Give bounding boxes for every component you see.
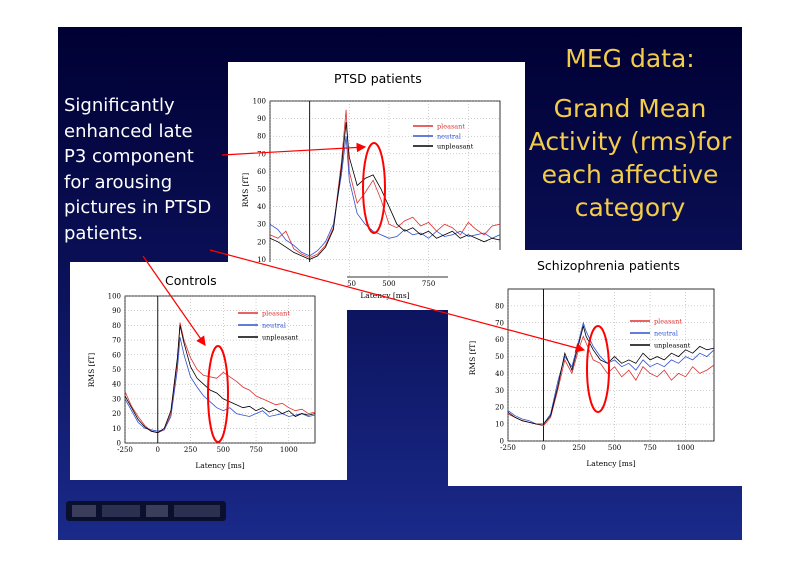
x-axis-label: Latency [ms] bbox=[195, 461, 244, 470]
p3-highlight-ellipse bbox=[207, 345, 229, 443]
series-line-unpleasant bbox=[124, 325, 316, 434]
legend-label: unpleasant bbox=[654, 342, 691, 350]
annotation-line: enhanced late bbox=[64, 120, 193, 142]
legend-label: neutral bbox=[654, 330, 678, 338]
y-tick-label: 80 bbox=[257, 133, 266, 141]
y-tick-label: 100 bbox=[253, 98, 266, 106]
x-tick-label: 750 bbox=[643, 444, 656, 452]
legend-label: pleasant bbox=[654, 318, 682, 326]
y-tick-label: 40 bbox=[112, 381, 121, 389]
y-axis-label: RMS [fT] bbox=[468, 341, 477, 376]
x-tick-label: -250 bbox=[117, 446, 133, 454]
y-tick-label: 50 bbox=[257, 186, 266, 194]
legend-label: pleasant bbox=[437, 123, 465, 131]
annotation-line: Significantly bbox=[64, 95, 175, 116]
annotation-line: patients. bbox=[64, 222, 144, 244]
annotation-line: P3 component bbox=[64, 146, 194, 167]
y-tick-label: 90 bbox=[112, 307, 121, 315]
y-tick-label: 100 bbox=[108, 293, 121, 301]
x-tick-label: 250 bbox=[343, 280, 356, 288]
controls-chart-panel: Controls 0 10 20 30 40 50 60 70 80 90 100 -250 0 250 5… bbox=[70, 262, 347, 480]
schizophrenia-chart-panel: Schizophrenia patients 0 10 20 30 40 50 60 70 80… bbox=[448, 250, 742, 486]
x-tick-label: 1000 bbox=[280, 446, 298, 454]
y-tick-label: 60 bbox=[257, 168, 266, 176]
series-line-unpleasant bbox=[269, 122, 501, 260]
x-tick-label: 0 bbox=[541, 444, 545, 452]
logo-image bbox=[66, 501, 226, 521]
y-tick-label: 10 bbox=[495, 421, 504, 429]
y-tick-label: 10 bbox=[257, 256, 266, 264]
y-axis-label: RMS [fT] bbox=[241, 173, 250, 208]
slide-title: MEG data: bbox=[565, 44, 695, 73]
subtitle-line: category bbox=[574, 193, 686, 222]
x-tick-label: 250 bbox=[184, 446, 197, 454]
y-tick-label: 90 bbox=[257, 115, 266, 123]
x-tick-label: 250 bbox=[572, 444, 585, 452]
y-tick-label: 70 bbox=[112, 337, 121, 345]
y-tick-label: 40 bbox=[257, 203, 266, 211]
slide-subtitle: Grand Mean Activity (rms)for each affect… bbox=[520, 92, 740, 224]
legend-label: pleasant bbox=[262, 310, 290, 318]
y-tick-label: 70 bbox=[257, 150, 266, 158]
chart-title: Schizophrenia patients bbox=[537, 258, 680, 273]
annotation-text: Significantly enhanced late P3 component… bbox=[64, 93, 244, 246]
ptsd-chart: 10203040506070809010025002505007501000La… bbox=[241, 98, 501, 300]
legend-label: unpleasant bbox=[437, 143, 474, 151]
y-tick-label: 80 bbox=[112, 322, 121, 330]
x-tick-label: 0 bbox=[156, 446, 160, 454]
x-axis-label: Latency [ms] bbox=[360, 291, 409, 300]
series-line-pleasant bbox=[269, 109, 501, 259]
legend-label: neutral bbox=[437, 133, 461, 141]
arrow-to-ptsd bbox=[221, 142, 367, 156]
x-tick-label: -250 bbox=[500, 444, 516, 452]
y-tick-label: 30 bbox=[257, 221, 266, 229]
series-line-pleasant bbox=[507, 335, 715, 427]
legend-label: unpleasant bbox=[262, 334, 299, 342]
y-tick-label: 0 bbox=[117, 440, 121, 448]
x-tick-label: 500 bbox=[382, 280, 395, 288]
y-tick-label: 40 bbox=[495, 370, 504, 378]
x-tick-label: 1000 bbox=[677, 444, 695, 452]
y-tick-label: 80 bbox=[495, 302, 504, 310]
y-tick-label: 20 bbox=[257, 238, 266, 246]
y-axis-label: RMS [fT] bbox=[87, 353, 96, 388]
p3-highlight-ellipse bbox=[586, 325, 610, 413]
y-tick-label: 70 bbox=[495, 319, 504, 327]
y-tick-label: 50 bbox=[495, 353, 504, 361]
chart-title: Controls bbox=[165, 273, 217, 288]
p3-highlight-ellipse bbox=[362, 142, 386, 234]
annotation-line: for arousing bbox=[64, 171, 173, 193]
x-tick-label: 750 bbox=[249, 446, 262, 454]
chart-title: PTSD patients bbox=[334, 71, 422, 86]
y-tick-label: 20 bbox=[112, 410, 121, 418]
arrow-to-controls bbox=[142, 255, 206, 346]
y-tick-label: 30 bbox=[112, 395, 121, 403]
series-line-neutral bbox=[269, 136, 501, 257]
x-tick-label: 500 bbox=[608, 444, 621, 452]
y-tick-label: 60 bbox=[112, 351, 121, 359]
series-line-unpleasant bbox=[507, 324, 715, 425]
subtitle-line: Activity (rms)for bbox=[528, 127, 732, 156]
subtitle-line: Grand Mean bbox=[553, 94, 707, 123]
x-tick-label: 500 bbox=[217, 446, 230, 454]
subtitle-line: each affective bbox=[541, 160, 719, 189]
legend-label: neutral bbox=[262, 322, 286, 330]
annotation-line: pictures in PTSD bbox=[64, 197, 212, 218]
y-tick-label: 50 bbox=[112, 366, 121, 374]
x-tick-label: 750 bbox=[422, 280, 435, 288]
y-tick-label: 10 bbox=[112, 425, 121, 433]
y-tick-label: 60 bbox=[495, 336, 504, 344]
y-tick-label: 0 bbox=[500, 438, 504, 446]
y-tick-label: 30 bbox=[495, 387, 504, 395]
y-tick-label: 20 bbox=[495, 404, 504, 412]
x-axis-label: Latency [ms] bbox=[586, 459, 635, 468]
arrow-to-schizophrenia bbox=[209, 249, 586, 353]
